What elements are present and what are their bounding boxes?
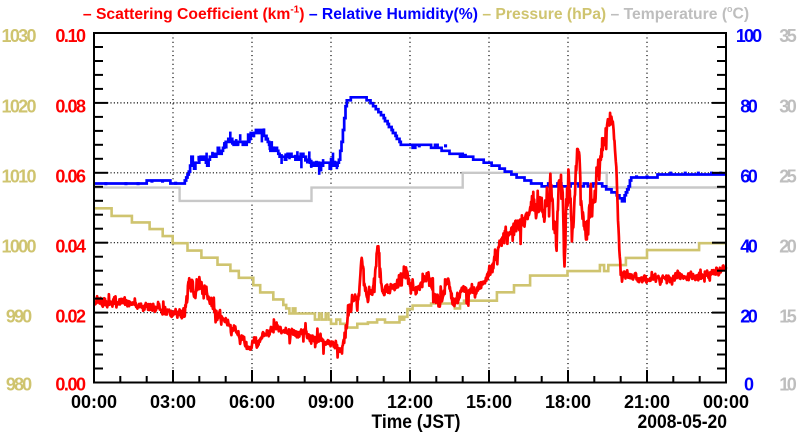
svg-text:15: 15	[779, 306, 797, 326]
svg-text:0.10: 0.10	[55, 26, 86, 46]
svg-text:980: 980	[6, 375, 32, 395]
svg-text:0: 0	[744, 375, 754, 395]
svg-text:0.06: 0.06	[55, 167, 86, 187]
svg-text:25: 25	[779, 167, 797, 187]
svg-text:60: 60	[740, 167, 758, 187]
svg-text:20: 20	[740, 306, 758, 326]
svg-text:12:00: 12:00	[387, 392, 433, 412]
svg-text:80: 80	[740, 97, 758, 117]
svg-text:0.02: 0.02	[55, 306, 86, 326]
svg-text:1000: 1000	[2, 237, 37, 257]
svg-text:1020: 1020	[2, 97, 37, 117]
svg-text:1030: 1030	[2, 26, 37, 46]
svg-text:– Scattering Coefficient (km-1: – Scattering Coefficient (km-1) – Relati…	[83, 4, 749, 23]
svg-text:40: 40	[740, 237, 758, 257]
svg-text:35: 35	[779, 26, 797, 46]
svg-text:03:00: 03:00	[150, 392, 196, 412]
svg-text:00:00: 00:00	[703, 392, 749, 412]
svg-text:21:00: 21:00	[624, 392, 670, 412]
svg-text:1010: 1010	[2, 167, 37, 187]
svg-text:00:00: 00:00	[71, 392, 117, 412]
svg-text:30: 30	[779, 97, 797, 117]
svg-text:100: 100	[736, 26, 762, 46]
svg-text:20: 20	[779, 237, 797, 257]
svg-text:Time (JST): Time (JST)	[372, 412, 461, 433]
svg-text:09:00: 09:00	[308, 392, 354, 412]
svg-text:0.04: 0.04	[55, 237, 86, 257]
svg-text:10: 10	[779, 375, 797, 395]
svg-text:15:00: 15:00	[466, 392, 512, 412]
svg-text:990: 990	[6, 306, 32, 326]
svg-text:0.08: 0.08	[55, 97, 86, 117]
svg-text:0.00: 0.00	[55, 375, 86, 395]
svg-text:2008-05-20: 2008-05-20	[638, 412, 728, 433]
svg-text:18:00: 18:00	[545, 392, 591, 412]
svg-text:06:00: 06:00	[229, 392, 275, 412]
